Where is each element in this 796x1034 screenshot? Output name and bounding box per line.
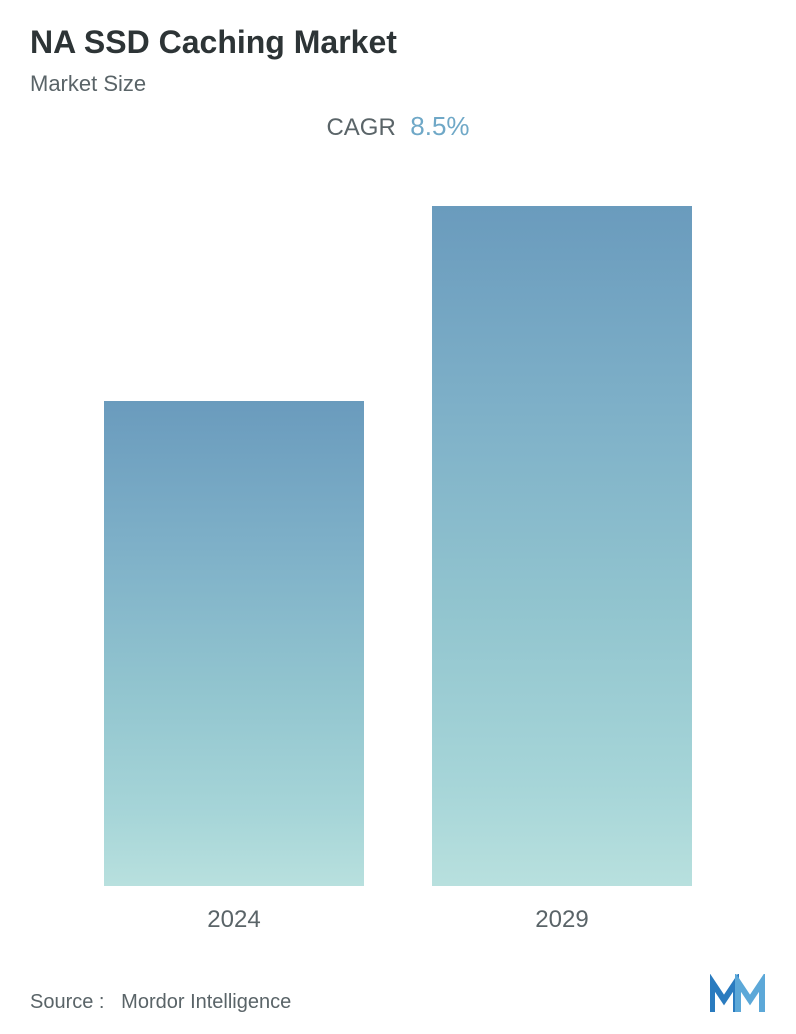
chart-title: NA SSD Caching Market — [30, 24, 766, 61]
chart-container: NA SSD Caching Market Market Size CAGR 8… — [0, 0, 796, 1034]
bar-group-2024: 2024 — [84, 172, 384, 934]
bar-label-2029: 2029 — [535, 906, 588, 934]
chart-footer: Source : Mordor Intelligence — [30, 964, 766, 1014]
cagr-value: 8.5% — [410, 111, 469, 141]
source-name: Mordor Intelligence — [121, 991, 291, 1013]
bar-2024 — [104, 401, 364, 886]
mordor-logo-icon — [710, 974, 766, 1014]
bar-chart-area: 2024 2029 — [30, 172, 766, 934]
cagr-label: CAGR — [326, 114, 395, 141]
cagr-indicator: CAGR 8.5% — [30, 111, 766, 142]
bar-label-2024: 2024 — [207, 906, 260, 934]
source-label: Source : — [30, 991, 104, 1013]
bar-2029 — [432, 206, 692, 886]
chart-subtitle: Market Size — [30, 71, 766, 97]
bar-group-2029: 2029 — [412, 172, 712, 934]
source-attribution: Source : Mordor Intelligence — [30, 991, 291, 1014]
